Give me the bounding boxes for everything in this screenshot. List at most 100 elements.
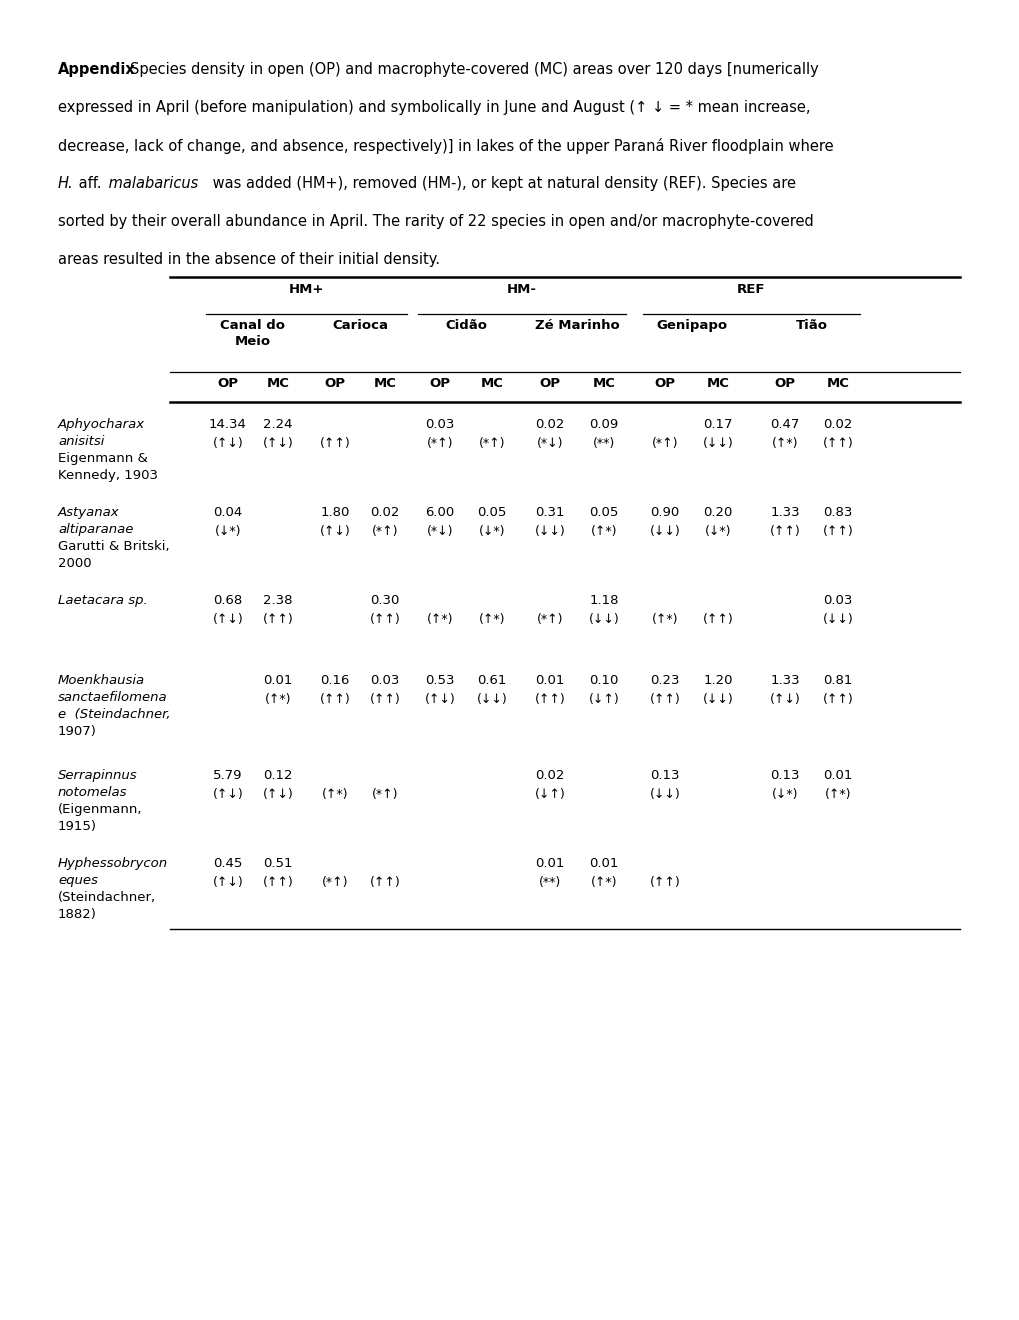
Text: 0.16: 0.16 bbox=[320, 675, 350, 686]
Text: HM+: HM+ bbox=[288, 282, 324, 296]
Text: (*↑): (*↑) bbox=[371, 788, 397, 801]
Text: MC: MC bbox=[373, 378, 396, 389]
Text: (↑↑): (↑↑) bbox=[821, 437, 853, 450]
Text: Hyphessobrycon: Hyphessobrycon bbox=[58, 857, 168, 870]
Text: (↑↑): (↑↑) bbox=[649, 693, 680, 706]
Text: (↑↑): (↑↑) bbox=[821, 693, 853, 706]
Text: (↑↑): (↑↑) bbox=[649, 876, 680, 888]
Text: 0.90: 0.90 bbox=[650, 506, 679, 519]
Text: (↑*): (↑*) bbox=[590, 525, 616, 539]
Text: (↓↓): (↓↓) bbox=[821, 612, 853, 626]
Text: (↓↓): (↓↓) bbox=[588, 612, 619, 626]
Text: 0.30: 0.30 bbox=[370, 594, 399, 607]
Text: 0.13: 0.13 bbox=[650, 770, 679, 781]
Text: (↑↑): (↑↑) bbox=[319, 693, 351, 706]
Text: areas resulted in the absence of their initial density.: areas resulted in the absence of their i… bbox=[58, 252, 439, 267]
Text: OP: OP bbox=[324, 378, 345, 389]
Text: 0.68: 0.68 bbox=[213, 594, 243, 607]
Text: (↓*): (↓*) bbox=[215, 525, 242, 539]
Text: (*↓): (*↓) bbox=[426, 525, 452, 539]
Text: 0.09: 0.09 bbox=[589, 418, 618, 432]
Text: H.: H. bbox=[58, 176, 73, 191]
Text: (*↓): (*↓) bbox=[536, 437, 562, 450]
Text: (↓↓): (↓↓) bbox=[649, 788, 680, 801]
Text: 14.34: 14.34 bbox=[209, 418, 247, 432]
Text: e  (Steindachner,: e (Steindachner, bbox=[58, 708, 170, 721]
Text: Zé Marinho: Zé Marinho bbox=[534, 319, 619, 333]
Text: MC: MC bbox=[825, 378, 849, 389]
Text: aff.: aff. bbox=[74, 176, 102, 191]
Text: (*↑): (*↑) bbox=[536, 612, 562, 626]
Text: 0.02: 0.02 bbox=[370, 506, 399, 519]
Text: 0.03: 0.03 bbox=[370, 675, 399, 686]
Text: 0.03: 0.03 bbox=[425, 418, 454, 432]
Text: REF: REF bbox=[737, 282, 765, 296]
Text: (Eigenmann,: (Eigenmann, bbox=[58, 803, 143, 816]
Text: malabaricus: malabaricus bbox=[104, 176, 198, 191]
Text: 0.61: 0.61 bbox=[477, 675, 506, 686]
Text: (↑↑): (↑↑) bbox=[702, 612, 733, 626]
Text: MC: MC bbox=[706, 378, 729, 389]
Text: 2.24: 2.24 bbox=[263, 418, 292, 432]
Text: Genipapo: Genipapo bbox=[655, 319, 727, 333]
Text: 0.03: 0.03 bbox=[822, 594, 852, 607]
Text: (↑↑): (↑↑) bbox=[821, 525, 853, 539]
Text: (↑↑): (↑↑) bbox=[369, 876, 400, 888]
Text: (↑*): (↑*) bbox=[771, 437, 798, 450]
Text: (↑*): (↑*) bbox=[590, 876, 616, 888]
Text: expressed in April (before manipulation) and symbolically in June and August (↑ : expressed in April (before manipulation)… bbox=[58, 100, 810, 115]
Text: (*↑): (*↑) bbox=[426, 437, 452, 450]
Text: 1.33: 1.33 bbox=[769, 675, 799, 686]
Text: (*↑): (*↑) bbox=[478, 437, 504, 450]
Text: OP: OP bbox=[429, 378, 450, 389]
Text: (↑↓): (↑↓) bbox=[262, 788, 293, 801]
Text: MC: MC bbox=[266, 378, 289, 389]
Text: sorted by their overall abundance in April. The rarity of 22 species in open and: sorted by their overall abundance in Apr… bbox=[58, 214, 813, 228]
Text: 0.10: 0.10 bbox=[589, 675, 619, 686]
Text: was added (HM+), removed (HM-), or kept at natural density (REF). Species are: was added (HM+), removed (HM-), or kept … bbox=[208, 176, 795, 191]
Text: OP: OP bbox=[654, 378, 675, 389]
Text: (↑*): (↑*) bbox=[651, 612, 678, 626]
Text: Canal do
Meio: Canal do Meio bbox=[220, 319, 285, 348]
Text: (*↑): (*↑) bbox=[321, 876, 347, 888]
Text: (↓↑): (↓↑) bbox=[588, 693, 619, 706]
Text: 0.31: 0.31 bbox=[535, 506, 565, 519]
Text: Tião: Tião bbox=[795, 319, 826, 333]
Text: Aphyocharax: Aphyocharax bbox=[58, 418, 145, 432]
Text: 1.18: 1.18 bbox=[589, 594, 619, 607]
Text: OP: OP bbox=[217, 378, 238, 389]
Text: (↑↓): (↑↓) bbox=[212, 876, 244, 888]
Text: OP: OP bbox=[773, 378, 795, 389]
Text: (*↑): (*↑) bbox=[371, 525, 397, 539]
Text: notomelas: notomelas bbox=[58, 785, 127, 799]
Text: 0.01: 0.01 bbox=[535, 857, 565, 870]
Text: 2.38: 2.38 bbox=[263, 594, 292, 607]
Text: (↑↓): (↑↓) bbox=[319, 525, 351, 539]
Text: (↑↓): (↑↓) bbox=[212, 437, 244, 450]
Text: (↑↓): (↑↓) bbox=[424, 693, 454, 706]
Text: 0.02: 0.02 bbox=[535, 418, 565, 432]
Text: (↓*): (↓*) bbox=[704, 525, 731, 539]
Text: 1.80: 1.80 bbox=[320, 506, 350, 519]
Text: Carioca: Carioca bbox=[331, 319, 387, 333]
Text: 0.51: 0.51 bbox=[263, 857, 292, 870]
Text: HM-: HM- bbox=[506, 282, 536, 296]
Text: (↑↑): (↑↑) bbox=[769, 525, 800, 539]
Text: OP: OP bbox=[539, 378, 560, 389]
Text: 0.05: 0.05 bbox=[477, 506, 506, 519]
Text: 0.13: 0.13 bbox=[769, 770, 799, 781]
Text: (↑↑): (↑↑) bbox=[534, 693, 565, 706]
Text: 0.02: 0.02 bbox=[822, 418, 852, 432]
Text: (↓↓): (↓↓) bbox=[702, 693, 733, 706]
Text: altiparanae: altiparanae bbox=[58, 523, 133, 536]
Text: Garutti & Britski,: Garutti & Britski, bbox=[58, 540, 169, 553]
Text: eques: eques bbox=[58, 874, 98, 887]
Text: decrease, lack of change, and absence, respectively)] in lakes of the upper Para: decrease, lack of change, and absence, r… bbox=[58, 139, 833, 154]
Text: (↑↑): (↑↑) bbox=[262, 876, 293, 888]
Text: (↑*): (↑*) bbox=[321, 788, 347, 801]
Text: 0.02: 0.02 bbox=[535, 770, 565, 781]
Text: (**): (**) bbox=[592, 437, 614, 450]
Text: Laetacara sp.: Laetacara sp. bbox=[58, 594, 148, 607]
Text: (↓*): (↓*) bbox=[478, 525, 504, 539]
Text: 0.20: 0.20 bbox=[703, 506, 732, 519]
